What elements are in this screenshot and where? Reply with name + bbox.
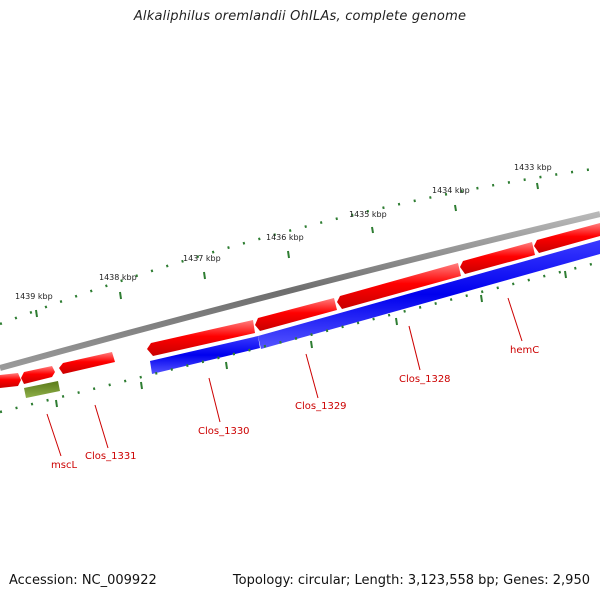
leader-clos-1331 (94, 404, 109, 449)
gene-arrow-forward[interactable] (337, 263, 461, 309)
other-features (24, 381, 60, 398)
accession-text: Accession: NC_009922 (9, 573, 157, 588)
gene-arrow-forward[interactable] (0, 373, 21, 388)
gene-arrow-forward[interactable] (21, 366, 55, 384)
gene-label-clos-1329[interactable]: Clos_1329 (295, 401, 347, 412)
genome-summary-text: Topology: circular; Length: 3,123,558 bp… (232, 573, 590, 588)
label-leaders (46, 297, 523, 457)
forward-strand-genes (0, 223, 600, 388)
gene-arrow-forward[interactable] (255, 298, 337, 331)
gene-label-clos-1330[interactable]: Clos_1330 (198, 426, 250, 437)
leader-hemc (507, 297, 523, 342)
gene-label-clos-1328[interactable]: Clos_1328 (399, 374, 451, 385)
major-tick (203, 271, 206, 280)
gene-labels: hemC Clos_1328 Clos_1329 Clos_1330 Clos_… (51, 345, 539, 471)
outer-tick-track (0, 166, 600, 326)
gene-label-clos-1331[interactable]: Clos_1331 (85, 451, 137, 462)
gene-arrow-reverse[interactable] (150, 336, 260, 374)
kbp-label: 1437 kbp (183, 254, 221, 263)
leader-mscl (46, 413, 62, 457)
major-tick (536, 182, 539, 190)
major-tick (395, 317, 398, 326)
gene-arrow-forward[interactable] (460, 242, 535, 274)
major-tick (35, 309, 38, 318)
major-tick (287, 250, 290, 259)
outer-minor-ticks (0, 166, 600, 326)
inner-tick-track (0, 260, 600, 414)
reverse-strand-genes (150, 240, 600, 374)
major-tick (454, 204, 457, 212)
leader-clos-1329 (305, 353, 319, 399)
gene-arrow-forward[interactable] (147, 320, 255, 356)
gene-arrow-forward[interactable] (59, 352, 115, 374)
leader-clos-1328 (408, 325, 421, 371)
genome-backbone (0, 211, 600, 371)
map-title: Alkaliphilus oremlandii OhILAs, complete… (133, 9, 467, 24)
gene-label-hemc[interactable]: hemC (510, 345, 539, 356)
gene-arrow-forward[interactable] (534, 223, 600, 253)
kbp-label: 1433 kbp (514, 163, 552, 172)
major-tick (55, 399, 58, 408)
backbone-ring (0, 211, 600, 371)
kbp-labels: 1433 kbp 1434 kbp 1435 kbp 1436 kbp 1437… (15, 163, 552, 301)
kbp-label: 1436 kbp (266, 233, 304, 242)
leader-clos-1330 (208, 377, 221, 423)
gene-arrow-reverse[interactable] (258, 240, 600, 349)
major-tick (225, 361, 228, 370)
major-tick (310, 340, 313, 349)
kbp-label: 1439 kbp (15, 292, 53, 301)
major-tick (119, 291, 122, 300)
major-tick (371, 226, 374, 234)
major-tick (140, 381, 143, 390)
kbp-label: 1434 kbp (432, 186, 470, 195)
major-tick (480, 294, 483, 303)
kbp-label: 1435 kbp (349, 210, 387, 219)
major-tick (564, 270, 567, 279)
kbp-label: 1438 kbp (99, 273, 137, 282)
gene-label-mscl[interactable]: mscL (51, 460, 77, 471)
feature-mscl-block[interactable] (24, 381, 60, 398)
